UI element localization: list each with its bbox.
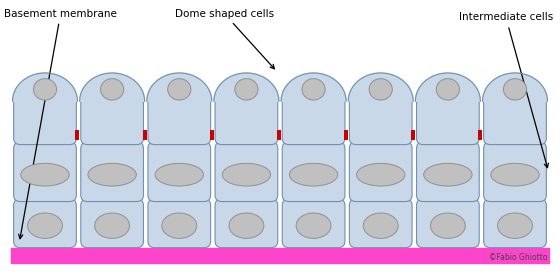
FancyBboxPatch shape (282, 95, 345, 145)
Ellipse shape (503, 79, 526, 100)
Ellipse shape (95, 213, 129, 238)
Ellipse shape (302, 79, 325, 100)
Ellipse shape (296, 213, 331, 238)
Polygon shape (12, 73, 77, 101)
Ellipse shape (235, 79, 258, 100)
FancyBboxPatch shape (349, 95, 412, 145)
Text: Intermediate cells: Intermediate cells (459, 12, 553, 168)
Text: ©Fabio Ghiotto: ©Fabio Ghiotto (489, 253, 548, 262)
FancyBboxPatch shape (417, 95, 479, 145)
Polygon shape (416, 73, 480, 101)
Bar (478, 130, 482, 140)
FancyBboxPatch shape (13, 199, 76, 248)
Polygon shape (80, 73, 144, 101)
Ellipse shape (363, 213, 398, 238)
Polygon shape (214, 73, 279, 101)
Polygon shape (483, 73, 548, 101)
Ellipse shape (155, 163, 203, 186)
Polygon shape (281, 73, 346, 101)
Ellipse shape (369, 79, 392, 100)
Text: Basement membrane: Basement membrane (4, 8, 117, 239)
Ellipse shape (290, 163, 338, 186)
Ellipse shape (436, 79, 459, 100)
Bar (76, 130, 80, 140)
Ellipse shape (88, 163, 136, 186)
FancyBboxPatch shape (282, 199, 345, 248)
FancyBboxPatch shape (81, 199, 143, 248)
FancyBboxPatch shape (484, 199, 547, 248)
Ellipse shape (431, 213, 465, 238)
Ellipse shape (497, 213, 533, 238)
Bar (210, 130, 214, 140)
Ellipse shape (222, 163, 270, 186)
FancyBboxPatch shape (148, 142, 211, 202)
Ellipse shape (168, 79, 191, 100)
Text: Dome shaped cells: Dome shaped cells (175, 8, 274, 69)
Ellipse shape (101, 79, 124, 100)
FancyBboxPatch shape (81, 142, 143, 202)
FancyBboxPatch shape (484, 95, 547, 145)
FancyBboxPatch shape (282, 142, 345, 202)
Bar (344, 130, 348, 140)
FancyBboxPatch shape (215, 142, 278, 202)
Ellipse shape (229, 213, 264, 238)
FancyBboxPatch shape (81, 95, 143, 145)
Ellipse shape (34, 79, 57, 100)
Ellipse shape (357, 163, 405, 186)
FancyBboxPatch shape (13, 142, 76, 202)
Polygon shape (348, 73, 413, 101)
Ellipse shape (21, 163, 69, 186)
Polygon shape (147, 73, 212, 101)
Ellipse shape (424, 163, 472, 186)
FancyBboxPatch shape (417, 142, 479, 202)
Bar (143, 130, 147, 140)
Ellipse shape (162, 213, 197, 238)
FancyBboxPatch shape (11, 248, 549, 263)
FancyBboxPatch shape (148, 199, 211, 248)
Ellipse shape (491, 163, 539, 186)
FancyBboxPatch shape (13, 95, 76, 145)
Bar (277, 130, 281, 140)
Bar (411, 130, 415, 140)
FancyBboxPatch shape (349, 199, 412, 248)
FancyBboxPatch shape (484, 142, 547, 202)
FancyBboxPatch shape (215, 199, 278, 248)
FancyBboxPatch shape (417, 199, 479, 248)
FancyBboxPatch shape (215, 95, 278, 145)
FancyBboxPatch shape (349, 142, 412, 202)
Ellipse shape (27, 213, 63, 238)
FancyBboxPatch shape (148, 95, 211, 145)
